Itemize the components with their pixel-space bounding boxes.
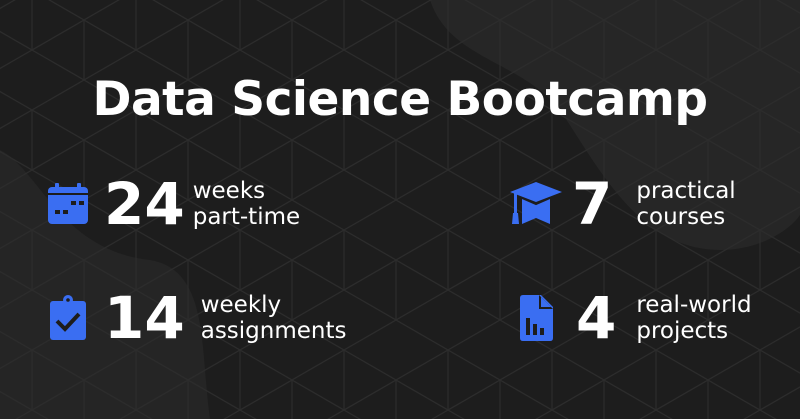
- stat-label: practical courses: [636, 178, 736, 230]
- stat-number: 4: [576, 284, 617, 352]
- stat-number: 7: [572, 170, 613, 238]
- stat-weeks: 24 weeks part-time: [40, 175, 300, 233]
- calendar-icon: [40, 176, 96, 232]
- stat-number: 14: [104, 284, 185, 352]
- stat-courses: 7 practical courses: [508, 175, 736, 233]
- stat-projects: 4 real-world projects: [508, 289, 752, 347]
- stat-assignments: 14 weekly assignments: [40, 289, 346, 347]
- page-title: Data Science Bootcamp: [92, 72, 708, 127]
- stat-label: weeks part-time: [192, 178, 301, 230]
- file-chart-icon: [508, 290, 564, 346]
- stat-label: real-world projects: [636, 292, 752, 344]
- clipboard-check-icon: [40, 290, 96, 346]
- stat-label: weekly assignments: [200, 292, 347, 344]
- stat-number: 24: [104, 170, 185, 238]
- graduation-cap-icon: [508, 176, 564, 232]
